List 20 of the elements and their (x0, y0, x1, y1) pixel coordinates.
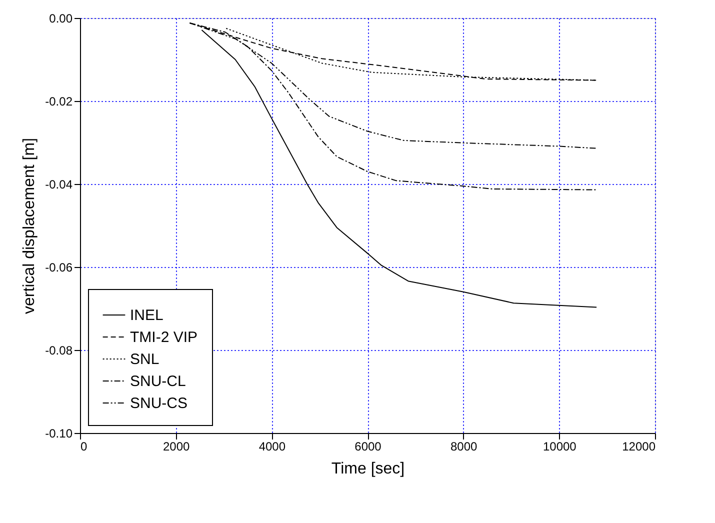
y-axis-title: vertical displacement [m] (21, 138, 38, 314)
legend-label: TMI-2 VIP (130, 329, 198, 346)
legend-label: SNL (130, 351, 160, 368)
x-tick-label: 6000 (354, 440, 382, 454)
x-tick-label: 4000 (258, 440, 286, 454)
y-tick-label: -0.06 (45, 260, 73, 274)
x-tick-label: 8000 (450, 440, 478, 454)
x-axis-title: Time [sec] (331, 460, 405, 478)
x-tick-label: 12000 (622, 440, 656, 454)
legend-label: SNU-CL (130, 373, 186, 390)
x-tick-label: 2000 (162, 440, 190, 454)
x-tick-label: 10000 (542, 440, 577, 454)
x-tick-label: 0 (80, 440, 88, 454)
legend-label: INEL (130, 307, 164, 324)
y-tick-label: -0.10 (45, 426, 73, 440)
y-tick-label: -0.04 (45, 178, 73, 192)
y-tick-label: 0.00 (49, 12, 73, 26)
y-tick-label: -0.08 (45, 344, 73, 358)
y-tick-label: -0.02 (45, 94, 73, 108)
legend-label: SNU-CS (130, 395, 188, 412)
